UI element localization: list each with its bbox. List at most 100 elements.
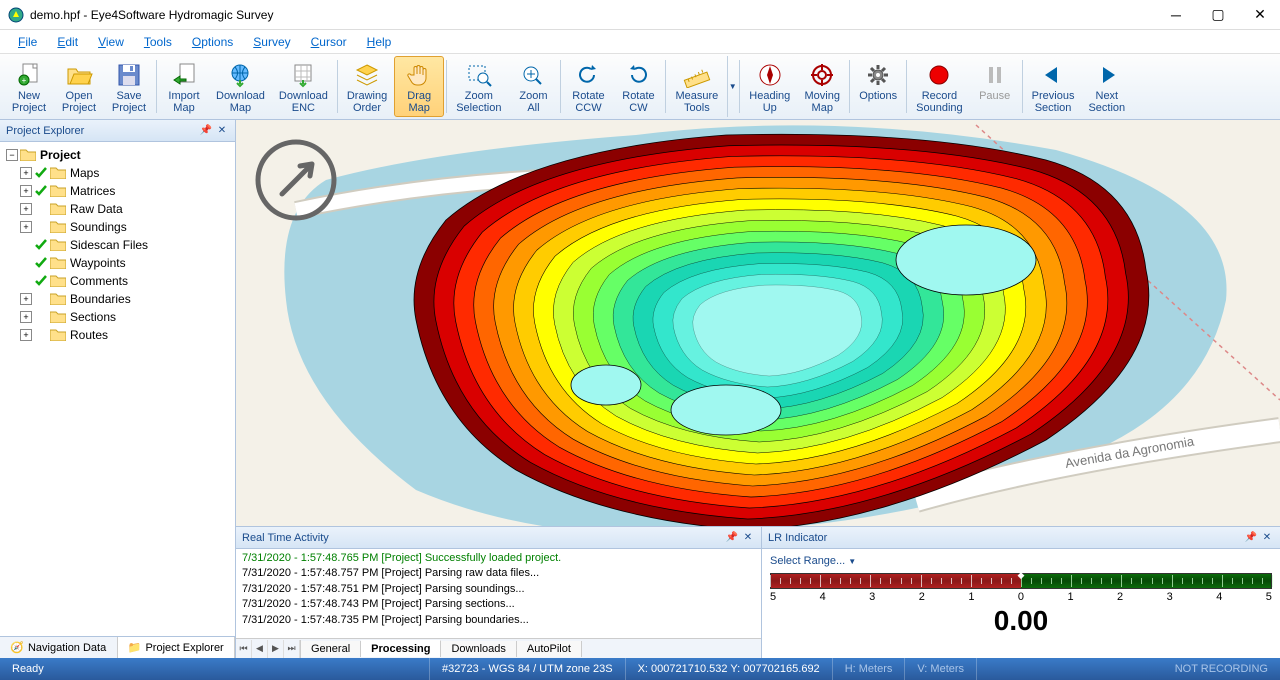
open-project-button[interactable]: Open Project — [54, 56, 104, 117]
drawing-order-button[interactable]: Drawing Order — [340, 56, 394, 117]
tree-node-boundaries[interactable]: +Boundaries — [2, 290, 233, 308]
activity-tab-downloads[interactable]: Downloads — [441, 641, 516, 657]
previous-section-button[interactable]: Previous Section — [1025, 56, 1082, 117]
lr-center-marker: ◆ — [1018, 570, 1025, 581]
toolbar: +New ProjectOpen Project Save Project Impo… — [0, 54, 1280, 120]
measure-tools-dropdown[interactable]: ▼ — [727, 56, 737, 117]
toolbar-label: Next Section — [1088, 90, 1125, 114]
folder-icon — [50, 292, 66, 306]
import-map-button[interactable]: Import Map — [159, 56, 209, 117]
tree-node-sidescan-files[interactable]: Sidescan Files — [2, 236, 233, 254]
close-button[interactable]: ✕ — [1248, 3, 1272, 27]
check-icon — [34, 256, 48, 270]
folder-icon — [50, 238, 66, 252]
tree-label: Comments — [70, 274, 128, 288]
lr-tick: 5 — [1266, 591, 1272, 603]
folder-icon — [50, 184, 66, 198]
tab-nav-2[interactable]: ▶ — [268, 640, 284, 658]
menu-bar: FileEditViewToolsOptionsSurveyCursorHelp — [0, 30, 1280, 54]
real-time-activity-panel: Real Time Activity 📌 ✕ 7/31/2020 - 1:57:… — [236, 527, 762, 658]
tab-nav-1[interactable]: ◀ — [252, 640, 268, 658]
maximize-button[interactable]: ▢ — [1206, 3, 1230, 27]
panel-close-icon[interactable]: ✕ — [215, 124, 229, 138]
toolbar-label: Save Project — [112, 90, 146, 114]
title-bar: demo.hpf - Eye4Software Hydromagic Surve… — [0, 0, 1280, 30]
tab-nav-0[interactable]: ⏮ — [236, 640, 252, 658]
menu-options[interactable]: Options — [182, 33, 243, 51]
minimize-button[interactable]: ─ — [1164, 3, 1188, 27]
tree-node-routes[interactable]: +Routes — [2, 326, 233, 344]
activity-tab-autopilot[interactable]: AutoPilot — [517, 641, 582, 657]
activity-tab-general[interactable]: General — [301, 641, 361, 657]
pin-icon[interactable]: 📌 — [725, 531, 739, 545]
svg-text:+: + — [22, 76, 27, 85]
download-map-button[interactable]: Download Map — [209, 56, 272, 117]
zoom-all-button[interactable]: Zoom All — [508, 56, 558, 117]
dl-globe-icon — [224, 61, 256, 89]
menu-edit[interactable]: Edit — [47, 33, 88, 51]
tree-label: Routes — [70, 328, 108, 342]
map-canvas[interactable]: Rua da ArquiteturaAvenida da Agronomia — [236, 120, 1280, 526]
project-explorer-panel: Project Explorer 📌 ✕ −Project+Maps+Matri… — [0, 120, 236, 658]
zoom-selection-button[interactable]: Zoom Selection — [449, 56, 508, 117]
next-icon — [1091, 61, 1123, 89]
tree-node-raw-data[interactable]: +Raw Data — [2, 200, 233, 218]
sidebar-tab-project-explorer[interactable]: 📁Project Explorer — [118, 637, 236, 658]
zoom-sel-icon — [463, 61, 495, 89]
download-enc-button[interactable]: Download ENC — [272, 56, 335, 117]
rotate-cw-button[interactable]: Rotate CW — [613, 56, 663, 117]
lr-tick-labels: 54321012345 — [770, 589, 1272, 605]
menu-survey[interactable]: Survey — [243, 33, 300, 51]
prev-icon — [1037, 61, 1069, 89]
menu-cursor[interactable]: Cursor — [301, 33, 357, 51]
tree-node-matrices[interactable]: +Matrices — [2, 182, 233, 200]
sidebar-tab-navigation-data[interactable]: 🧭Navigation Data — [0, 637, 118, 658]
toolbar-label: Download ENC — [279, 90, 328, 114]
pause-button[interactable]: Pause — [970, 56, 1020, 117]
pin-icon[interactable]: 📌 — [199, 124, 213, 138]
next-section-button[interactable]: Next Section — [1081, 56, 1132, 117]
lr-bar-green — [1021, 574, 1271, 588]
activity-log[interactable]: 7/31/2020 - 1:57:48.765 PM [Project] Suc… — [236, 549, 761, 638]
rotate-ccw-button[interactable]: Rotate CCW — [563, 56, 613, 117]
pin-icon[interactable]: 📌 — [1244, 531, 1258, 545]
tab-icon: 📁 — [128, 641, 142, 654]
drag-map-button[interactable]: Drag Map — [394, 56, 444, 117]
tree-node-maps[interactable]: +Maps — [2, 164, 233, 182]
sidebar-tabs: 🧭Navigation Data📁Project Explorer — [0, 636, 235, 658]
target-icon — [806, 61, 838, 89]
moving-map-button[interactable]: Moving Map — [797, 56, 847, 117]
tab-label: Project Explorer — [145, 642, 223, 654]
options-button[interactable]: Options — [852, 56, 904, 117]
panel-close-icon[interactable]: ✕ — [1260, 531, 1274, 545]
tree-node-soundings[interactable]: +Soundings — [2, 218, 233, 236]
lr-scale: ◆ — [770, 573, 1272, 589]
log-entry: 7/31/2020 - 1:57:48.765 PM [Project] Suc… — [242, 551, 755, 566]
activity-tabs: ⏮◀▶⏭GeneralProcessingDownloadsAutoPilot — [236, 638, 761, 658]
new-project-button[interactable]: +New Project — [4, 56, 54, 117]
toolbar-label: Zoom All — [519, 90, 547, 114]
status-bar: Ready #32723 - WGS 84 / UTM zone 23S X: … — [0, 658, 1280, 680]
status-crs: #32723 - WGS 84 / UTM zone 23S — [430, 658, 626, 680]
activity-tab-processing[interactable]: Processing — [361, 640, 441, 657]
menu-file[interactable]: File — [8, 33, 47, 51]
disk-icon — [113, 61, 145, 89]
save-project-button[interactable]: Save Project — [104, 56, 154, 117]
project-tree[interactable]: −Project+Maps+Matrices+Raw Data+Sounding… — [0, 142, 235, 636]
menu-view[interactable]: View — [88, 33, 134, 51]
app-icon — [8, 7, 24, 23]
folder-icon — [50, 310, 66, 324]
tree-node-waypoints[interactable]: Waypoints — [2, 254, 233, 272]
folder-icon — [50, 220, 66, 234]
tree-node-comments[interactable]: Comments — [2, 272, 233, 290]
panel-close-icon[interactable]: ✕ — [741, 531, 755, 545]
tree-node-sections[interactable]: +Sections — [2, 308, 233, 326]
tree-root[interactable]: −Project — [2, 146, 233, 164]
tab-nav-3[interactable]: ⏭ — [284, 640, 300, 658]
measure-tools-button[interactable]: Measure Tools — [668, 56, 725, 117]
menu-tools[interactable]: Tools — [134, 33, 182, 51]
record-sounding-button[interactable]: Record Sounding — [909, 56, 970, 117]
menu-help[interactable]: Help — [357, 33, 402, 51]
heading-up-button[interactable]: Heading Up — [742, 56, 797, 117]
tree-label: Boundaries — [70, 292, 131, 306]
